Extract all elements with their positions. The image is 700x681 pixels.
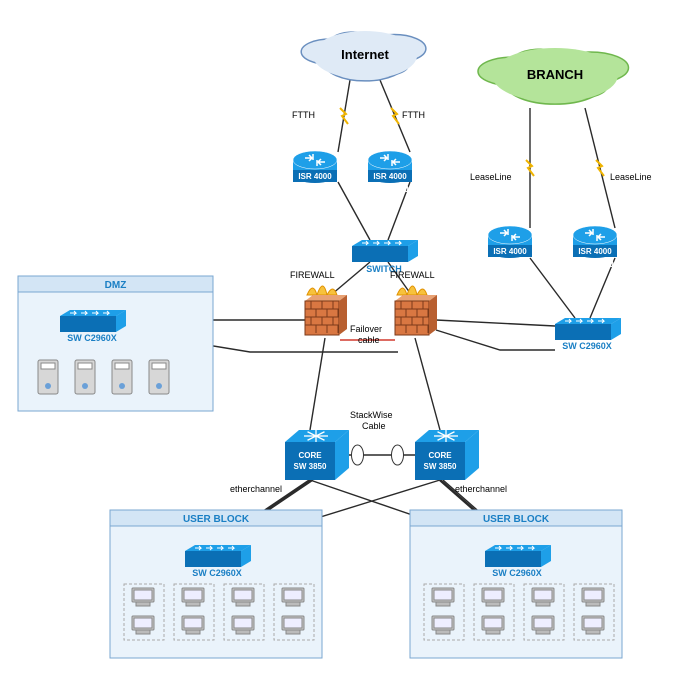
edge-label: cable xyxy=(358,335,380,345)
switch-label: SW C2960X xyxy=(67,333,117,343)
server-icon xyxy=(38,360,58,394)
network-diagram: DMZ USER BLOCK USER BLOCK Internet BRANCH ISR… xyxy=(0,0,700,681)
link xyxy=(436,330,555,350)
label: ISR 4000 xyxy=(493,247,527,256)
block-title: DMZ xyxy=(105,280,127,291)
edge-label: FTTH xyxy=(402,110,425,120)
block-title: USER BLOCK xyxy=(483,514,550,525)
switch-label: SW C2960X xyxy=(562,341,612,351)
edge-label: FIREWALL xyxy=(290,270,335,280)
edge-label: etherchannel xyxy=(230,484,282,494)
edge-label: StackWise xyxy=(350,410,393,420)
server-icon xyxy=(75,360,95,394)
edge-label: etherchannel xyxy=(455,484,507,494)
firewall-icon xyxy=(395,286,437,335)
router-label: ISR 4000 xyxy=(371,184,409,194)
server-icon xyxy=(112,360,132,394)
edge-label: Failover xyxy=(350,324,382,334)
router-label: ISR 4000 xyxy=(576,259,614,269)
server-icon xyxy=(149,360,169,394)
label: ISR 4000 xyxy=(578,247,612,256)
link xyxy=(530,258,575,318)
switch-label: SW C2960X xyxy=(492,568,542,578)
label: ISR 4000 xyxy=(373,172,407,181)
edge-label: LeaseLine xyxy=(610,172,652,182)
cloud-label: Internet xyxy=(341,47,389,62)
firewall-icon xyxy=(305,286,347,335)
link xyxy=(415,338,440,430)
block-title: USER BLOCK xyxy=(183,514,250,525)
switch-icon xyxy=(485,545,551,567)
label: ISR 4000 xyxy=(298,172,332,181)
link xyxy=(338,182,370,240)
switch-icon xyxy=(60,310,126,332)
cloud-label: BRANCH xyxy=(527,67,583,82)
router-label: ISR 4000 xyxy=(491,259,529,269)
switch-icon xyxy=(185,545,251,567)
router-label: ISR 4000 xyxy=(296,184,334,194)
edge-label: LeaseLine xyxy=(470,172,512,182)
switch-icon xyxy=(555,318,621,340)
edge-label: Cable xyxy=(362,421,386,431)
switch-icon xyxy=(352,240,418,262)
link xyxy=(436,320,555,326)
switch-label: SW C2960X xyxy=(192,568,242,578)
edge-label: FTTH xyxy=(292,110,315,120)
edge-label: FIREWALL xyxy=(390,270,435,280)
